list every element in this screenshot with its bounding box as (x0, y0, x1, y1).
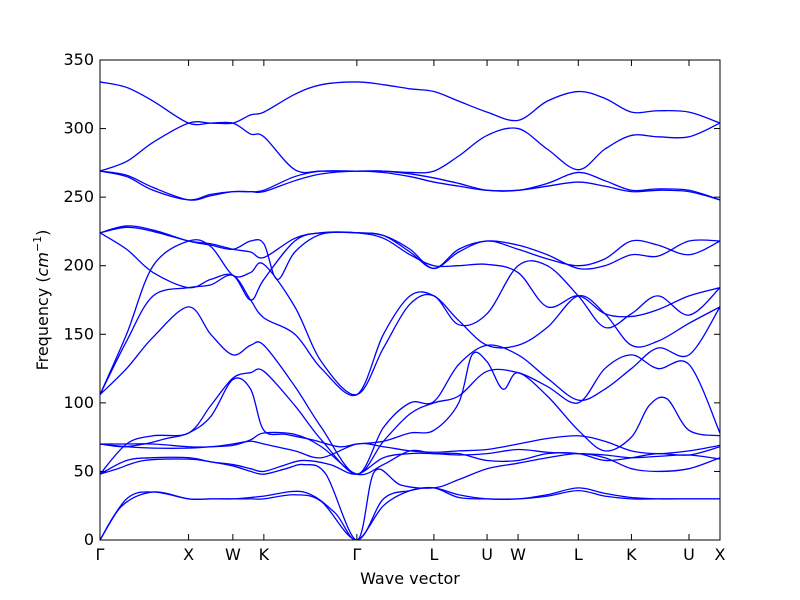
x-tick-label: Γ (96, 545, 105, 564)
band-line (100, 435, 720, 459)
y-tick-label: 0 (84, 530, 94, 549)
x-tick-label: L (574, 545, 583, 564)
y-tick-label: 150 (63, 324, 94, 343)
x-tick-label: X (183, 545, 194, 564)
x-tick-label: L (429, 545, 438, 564)
band-line (100, 486, 720, 540)
band-line (100, 231, 720, 318)
x-tick-label: Γ (352, 545, 361, 564)
y-axis-label-unit: cm (33, 252, 52, 276)
x-tick-label: U (481, 545, 493, 564)
x-tick-label: K (626, 545, 637, 564)
x-tick-label: W (510, 545, 526, 564)
band-lines (100, 81, 720, 540)
x-tick-label: W (225, 545, 241, 564)
band-line (100, 351, 720, 452)
x-tick-label: U (683, 545, 695, 564)
y-tick-label: 350 (63, 50, 94, 69)
x-axis-label: Wave vector (360, 569, 460, 588)
y-axis-ticks: 0 50 100 150 200 250 300 350 (63, 50, 720, 549)
y-axis-label-prefix: Frequency ( (33, 276, 52, 370)
y-tick-label: 200 (63, 256, 94, 275)
y-axis-label-suffix: ) (33, 230, 52, 236)
band-line (100, 225, 720, 281)
band-line (100, 354, 720, 475)
y-tick-label: 50 (74, 461, 94, 480)
band-line (100, 274, 720, 397)
band-line (100, 306, 720, 475)
y-tick-label: 250 (63, 187, 94, 206)
band-line (100, 239, 720, 396)
band-line (100, 448, 720, 475)
y-tick-label: 100 (63, 393, 94, 412)
band-line (100, 226, 720, 270)
x-tick-label: X (715, 545, 726, 564)
band-line (100, 81, 720, 126)
band-line (100, 170, 720, 201)
y-tick-label: 300 (63, 119, 94, 138)
y-axis-label: Frequency (cm−1) (31, 230, 52, 371)
plot-frame (99, 59, 721, 541)
x-tick-label: K (259, 545, 270, 564)
y-axis-label-exponent: −1 (31, 236, 44, 252)
